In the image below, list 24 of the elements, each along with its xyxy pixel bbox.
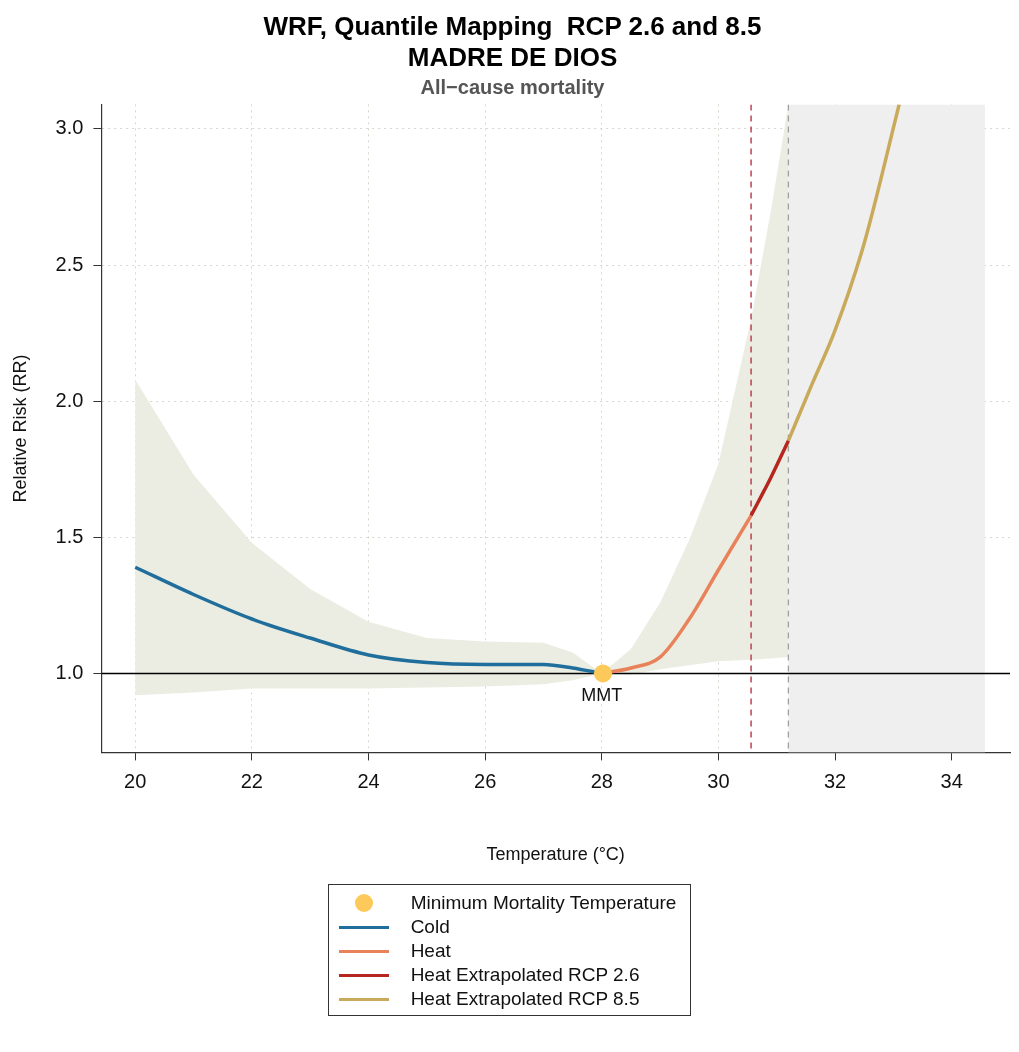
annotation: MMT <box>581 685 623 706</box>
x-tick-label: 24 <box>357 769 380 792</box>
legend-label: Cold <box>410 916 450 938</box>
x-tick-label: 20 <box>124 769 147 792</box>
y-tick-label: 2.5 <box>55 252 84 275</box>
x-axis-title: Temperature (°C) <box>486 844 625 865</box>
legend-label: Heat <box>410 940 451 962</box>
legend-label: Minimum Mortality Temperature <box>410 892 677 914</box>
x-tick-label: 32 <box>823 769 847 792</box>
y-tick-label: 2.0 <box>55 388 84 411</box>
legend-label: Heat Extrapolated RCP 2.6 <box>410 964 640 986</box>
chart-subtitle: All−cause mortality <box>420 75 606 98</box>
x-tick-label: 22 <box>240 769 263 792</box>
y-tick-label: 1.0 <box>55 660 84 683</box>
legend-label: Heat Extrapolated RCP 8.5 <box>410 988 640 1010</box>
y-tick-label: 1.5 <box>55 524 84 547</box>
chart-title: WRF, Quantile Mapping RCP 2.6 and 8.5 MADRE DE DIOS <box>263 10 762 72</box>
x-tick-label: 28 <box>590 769 613 792</box>
line-series <box>786 104 901 443</box>
x-tick-label: 26 <box>474 769 497 792</box>
y-axis-title: Relative Risk (RR) <box>9 354 30 503</box>
y-tick-label: 3.0 <box>55 116 84 139</box>
x-tick-label: 30 <box>707 769 730 792</box>
x-tick-label: 34 <box>940 769 963 792</box>
